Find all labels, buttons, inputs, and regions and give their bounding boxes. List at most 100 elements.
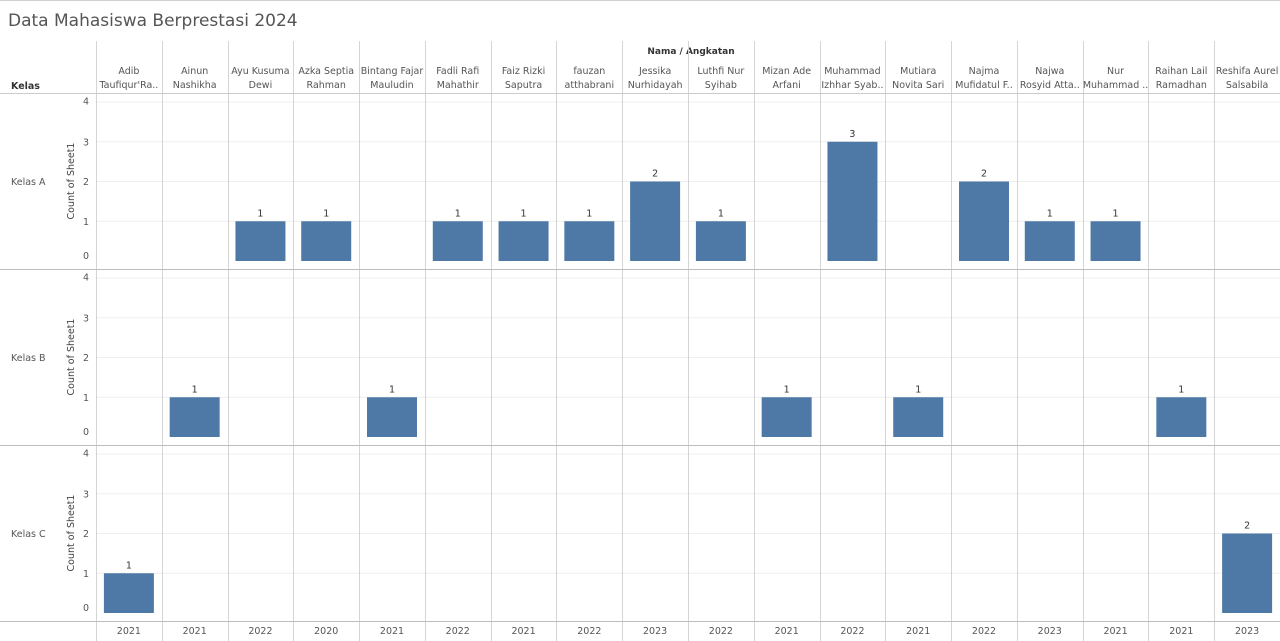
y-tick-label: 4 <box>83 273 89 284</box>
bar <box>498 221 549 261</box>
year-label: 2021 <box>511 626 535 637</box>
column-header-label: Najwa <box>1035 66 1064 77</box>
row-header: Kelas <box>11 81 40 92</box>
year-label: 2022 <box>577 626 601 637</box>
year-label: 2021 <box>1169 626 1193 637</box>
column-header-label: Ramadhan <box>1156 80 1207 91</box>
column-header-label: Adib <box>118 66 139 77</box>
bar <box>103 573 154 613</box>
data-label: 2 <box>981 169 987 180</box>
data-label: 1 <box>1113 208 1119 219</box>
data-label: 1 <box>784 384 790 395</box>
column-header-label: Raihan Lail <box>1155 66 1207 77</box>
data-label: 1 <box>455 208 461 219</box>
column-header-label: Bintang Fajar <box>361 66 424 77</box>
column-header-label: Nashikha <box>173 80 217 91</box>
y-tick-label: 4 <box>83 449 89 460</box>
bar <box>1156 397 1207 437</box>
column-header-label: Novita Sari <box>892 80 944 91</box>
column-header-label: Azka Septia <box>298 66 354 77</box>
column-header-label: Rahman <box>307 80 346 91</box>
column-header-label: Syihab <box>705 80 737 91</box>
column-header: Nama / Angkatan <box>647 47 734 57</box>
bar <box>893 397 944 437</box>
column-header-label: Luthfi Nur <box>697 66 744 77</box>
column-header-label: Dewi <box>249 80 273 91</box>
column-header-label: Mufidatul F.. <box>955 80 1012 91</box>
bar <box>1090 221 1141 261</box>
bar <box>432 221 483 261</box>
column-header-label: Nurhidayah <box>628 80 683 91</box>
data-label: 1 <box>718 208 724 219</box>
data-label: 1 <box>1178 384 1184 395</box>
year-label: 2021 <box>906 626 930 637</box>
data-label: 2 <box>652 169 658 180</box>
bars: 1 1 1 1 1 2 1 3 2 1 1 1 1 1 1 1 1 2 <box>103 129 1273 613</box>
y-axis-label: Count of Sheet1 <box>66 319 77 396</box>
y-tick-label: 3 <box>83 489 89 500</box>
row-panels: Kelas A Count of Sheet1 0 1 2 3 4 Kelas B Count … <box>0 97 1280 622</box>
column-header-label: Salsabila <box>1226 80 1268 91</box>
y-axis-label: Count of Sheet1 <box>66 495 77 572</box>
column-header-label: Saputra <box>505 80 542 91</box>
column-header-label: Nur <box>1107 66 1124 77</box>
year-label: 2022 <box>709 626 733 637</box>
year-label: 2020 <box>314 626 338 637</box>
row-label: Kelas B <box>11 353 46 364</box>
year-label: 2023 <box>1235 626 1259 637</box>
column-header-label: atthabrani <box>565 80 615 91</box>
data-label: 2 <box>1244 521 1250 532</box>
year-label: 2023 <box>1038 626 1062 637</box>
bar <box>235 221 286 261</box>
year-label: 2022 <box>446 626 470 637</box>
bar <box>827 141 878 261</box>
data-label: 3 <box>849 129 855 140</box>
column-header-label: Mahathir <box>437 80 479 91</box>
y-tick-label: 2 <box>83 177 89 188</box>
column-dividers <box>0 41 1280 641</box>
year-label: 2021 <box>775 626 799 637</box>
column-header-label: Arfani <box>773 80 801 91</box>
data-label: 1 <box>126 560 132 571</box>
bar <box>169 397 220 437</box>
column-header-label: Izhhar Syab.. <box>821 80 883 91</box>
column-header-label: Muhammad .. <box>1083 80 1148 91</box>
column-header-label: Ainun <box>181 66 208 77</box>
column-header-label: Najma <box>969 66 1000 77</box>
data-label: 1 <box>1047 208 1053 219</box>
y-tick-label: 2 <box>83 529 89 540</box>
year-axis: 2021 2021 2022 2020 2021 2022 2021 2022 2023 2022… <box>117 626 1259 637</box>
data-label: 1 <box>586 208 592 219</box>
year-label: 2022 <box>840 626 864 637</box>
column-header-label: Taufiqur'Ra.. <box>98 80 158 91</box>
column-header-label: Fadli Rafi <box>436 66 479 77</box>
bar <box>959 181 1009 261</box>
column-header-label: Reshifa Aurel <box>1216 66 1279 77</box>
year-label: 2022 <box>248 626 272 637</box>
bar <box>301 221 352 261</box>
top-rule <box>0 0 1280 1</box>
y-tick-label: 2 <box>83 353 89 364</box>
column-header-label: Mutiara <box>900 66 936 77</box>
year-label: 2022 <box>972 626 996 637</box>
y-tick-label: 3 <box>83 137 89 148</box>
row-label: Kelas C <box>11 529 46 540</box>
data-label: 1 <box>915 384 921 395</box>
bar <box>564 221 615 261</box>
column-header-label: Mizan Ade <box>762 66 811 77</box>
bar <box>695 221 746 261</box>
bar <box>630 181 681 261</box>
data-label: 1 <box>521 208 527 219</box>
data-label: 1 <box>192 384 198 395</box>
y-tick-label: 1 <box>83 217 89 228</box>
y-tick-label: 1 <box>83 569 89 580</box>
column-header-label: Ayu Kusuma <box>231 66 289 77</box>
bar <box>1024 221 1075 261</box>
bar <box>1222 533 1273 613</box>
chart-title: Data Mahasiswa Berprestasi 2024 <box>8 11 298 31</box>
year-label: 2021 <box>380 626 404 637</box>
column-header-label: fauzan <box>573 66 605 77</box>
year-label: 2021 <box>117 626 141 637</box>
y-axis-label: Count of Sheet1 <box>66 143 77 220</box>
